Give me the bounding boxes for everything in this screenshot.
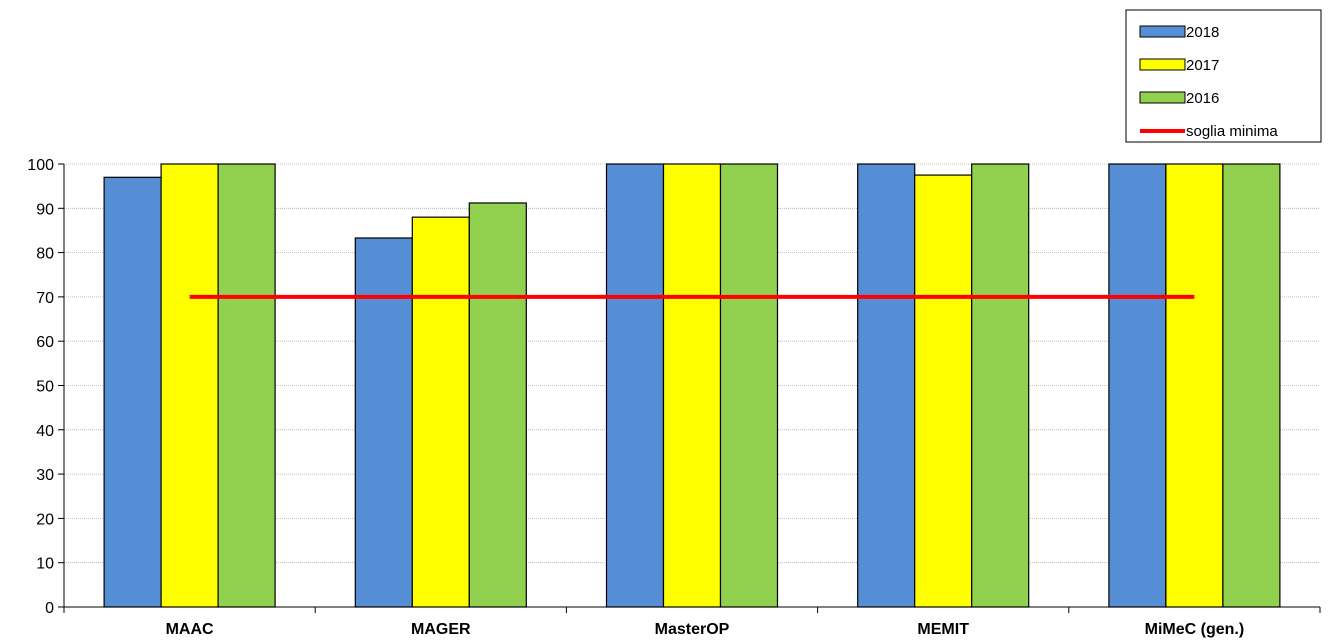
bar-2017-masterop — [662, 163, 722, 608]
legend-label: 2017 — [1186, 57, 1219, 74]
bar-2017-maac — [160, 163, 219, 608]
legend: 2018 2017 2016 soglia minima — [1125, 9, 1322, 143]
y-tick-label: 20 — [36, 511, 54, 528]
y-tick-label: 0 — [45, 600, 54, 617]
bar-2018-maac — [103, 176, 162, 608]
x-category-label: MEMIT — [917, 621, 969, 638]
y-tick-label: 100 — [27, 157, 54, 174]
bar-2018-memit — [857, 163, 916, 608]
bar-2017-memit — [914, 174, 973, 608]
y-tick-label: 80 — [36, 246, 54, 263]
y-tick-label: 10 — [36, 556, 54, 573]
x-category-label: MAGER — [411, 621, 471, 638]
bar-2018-masterop — [605, 163, 665, 608]
y-tick-label: 60 — [36, 334, 54, 351]
bar-2018-mager — [354, 237, 413, 608]
bars — [103, 163, 1281, 608]
legend-label: 2016 — [1186, 90, 1219, 107]
bar-2016-maac — [217, 163, 276, 608]
bar-2016-memit — [971, 163, 1030, 608]
legend-swatch-2017 — [1139, 58, 1186, 71]
bar-2017-mager — [411, 216, 470, 608]
legend-swatch-2018 — [1139, 25, 1186, 38]
bar-2016-masterop — [719, 163, 779, 608]
y-tick-label: 90 — [36, 201, 54, 218]
legend-label: 2018 — [1186, 24, 1219, 41]
y-tick-label: 30 — [36, 467, 54, 484]
x-category-label: MiMeC (gen.) — [1145, 621, 1245, 638]
legend-swatch-2016 — [1139, 91, 1186, 104]
y-tick-label: 50 — [36, 379, 54, 396]
x-category-label: MAAC — [166, 621, 214, 638]
x-category-label: MasterOP — [655, 621, 730, 638]
y-tick-label: 70 — [36, 290, 54, 307]
legend-label: soglia minima — [1186, 123, 1278, 140]
bar-2016-mimec-gen- — [1222, 163, 1281, 608]
bar-2016-mager — [468, 202, 527, 608]
bar-2017-mimec-gen- — [1165, 163, 1224, 608]
y-tick-label: 40 — [36, 423, 54, 440]
axes: 0 10 20 30 40 50 60 70 80 90 100 MAAC MAGER MasterOP M… — [27, 157, 1321, 638]
bar-2018-mimec-gen- — [1108, 163, 1167, 608]
